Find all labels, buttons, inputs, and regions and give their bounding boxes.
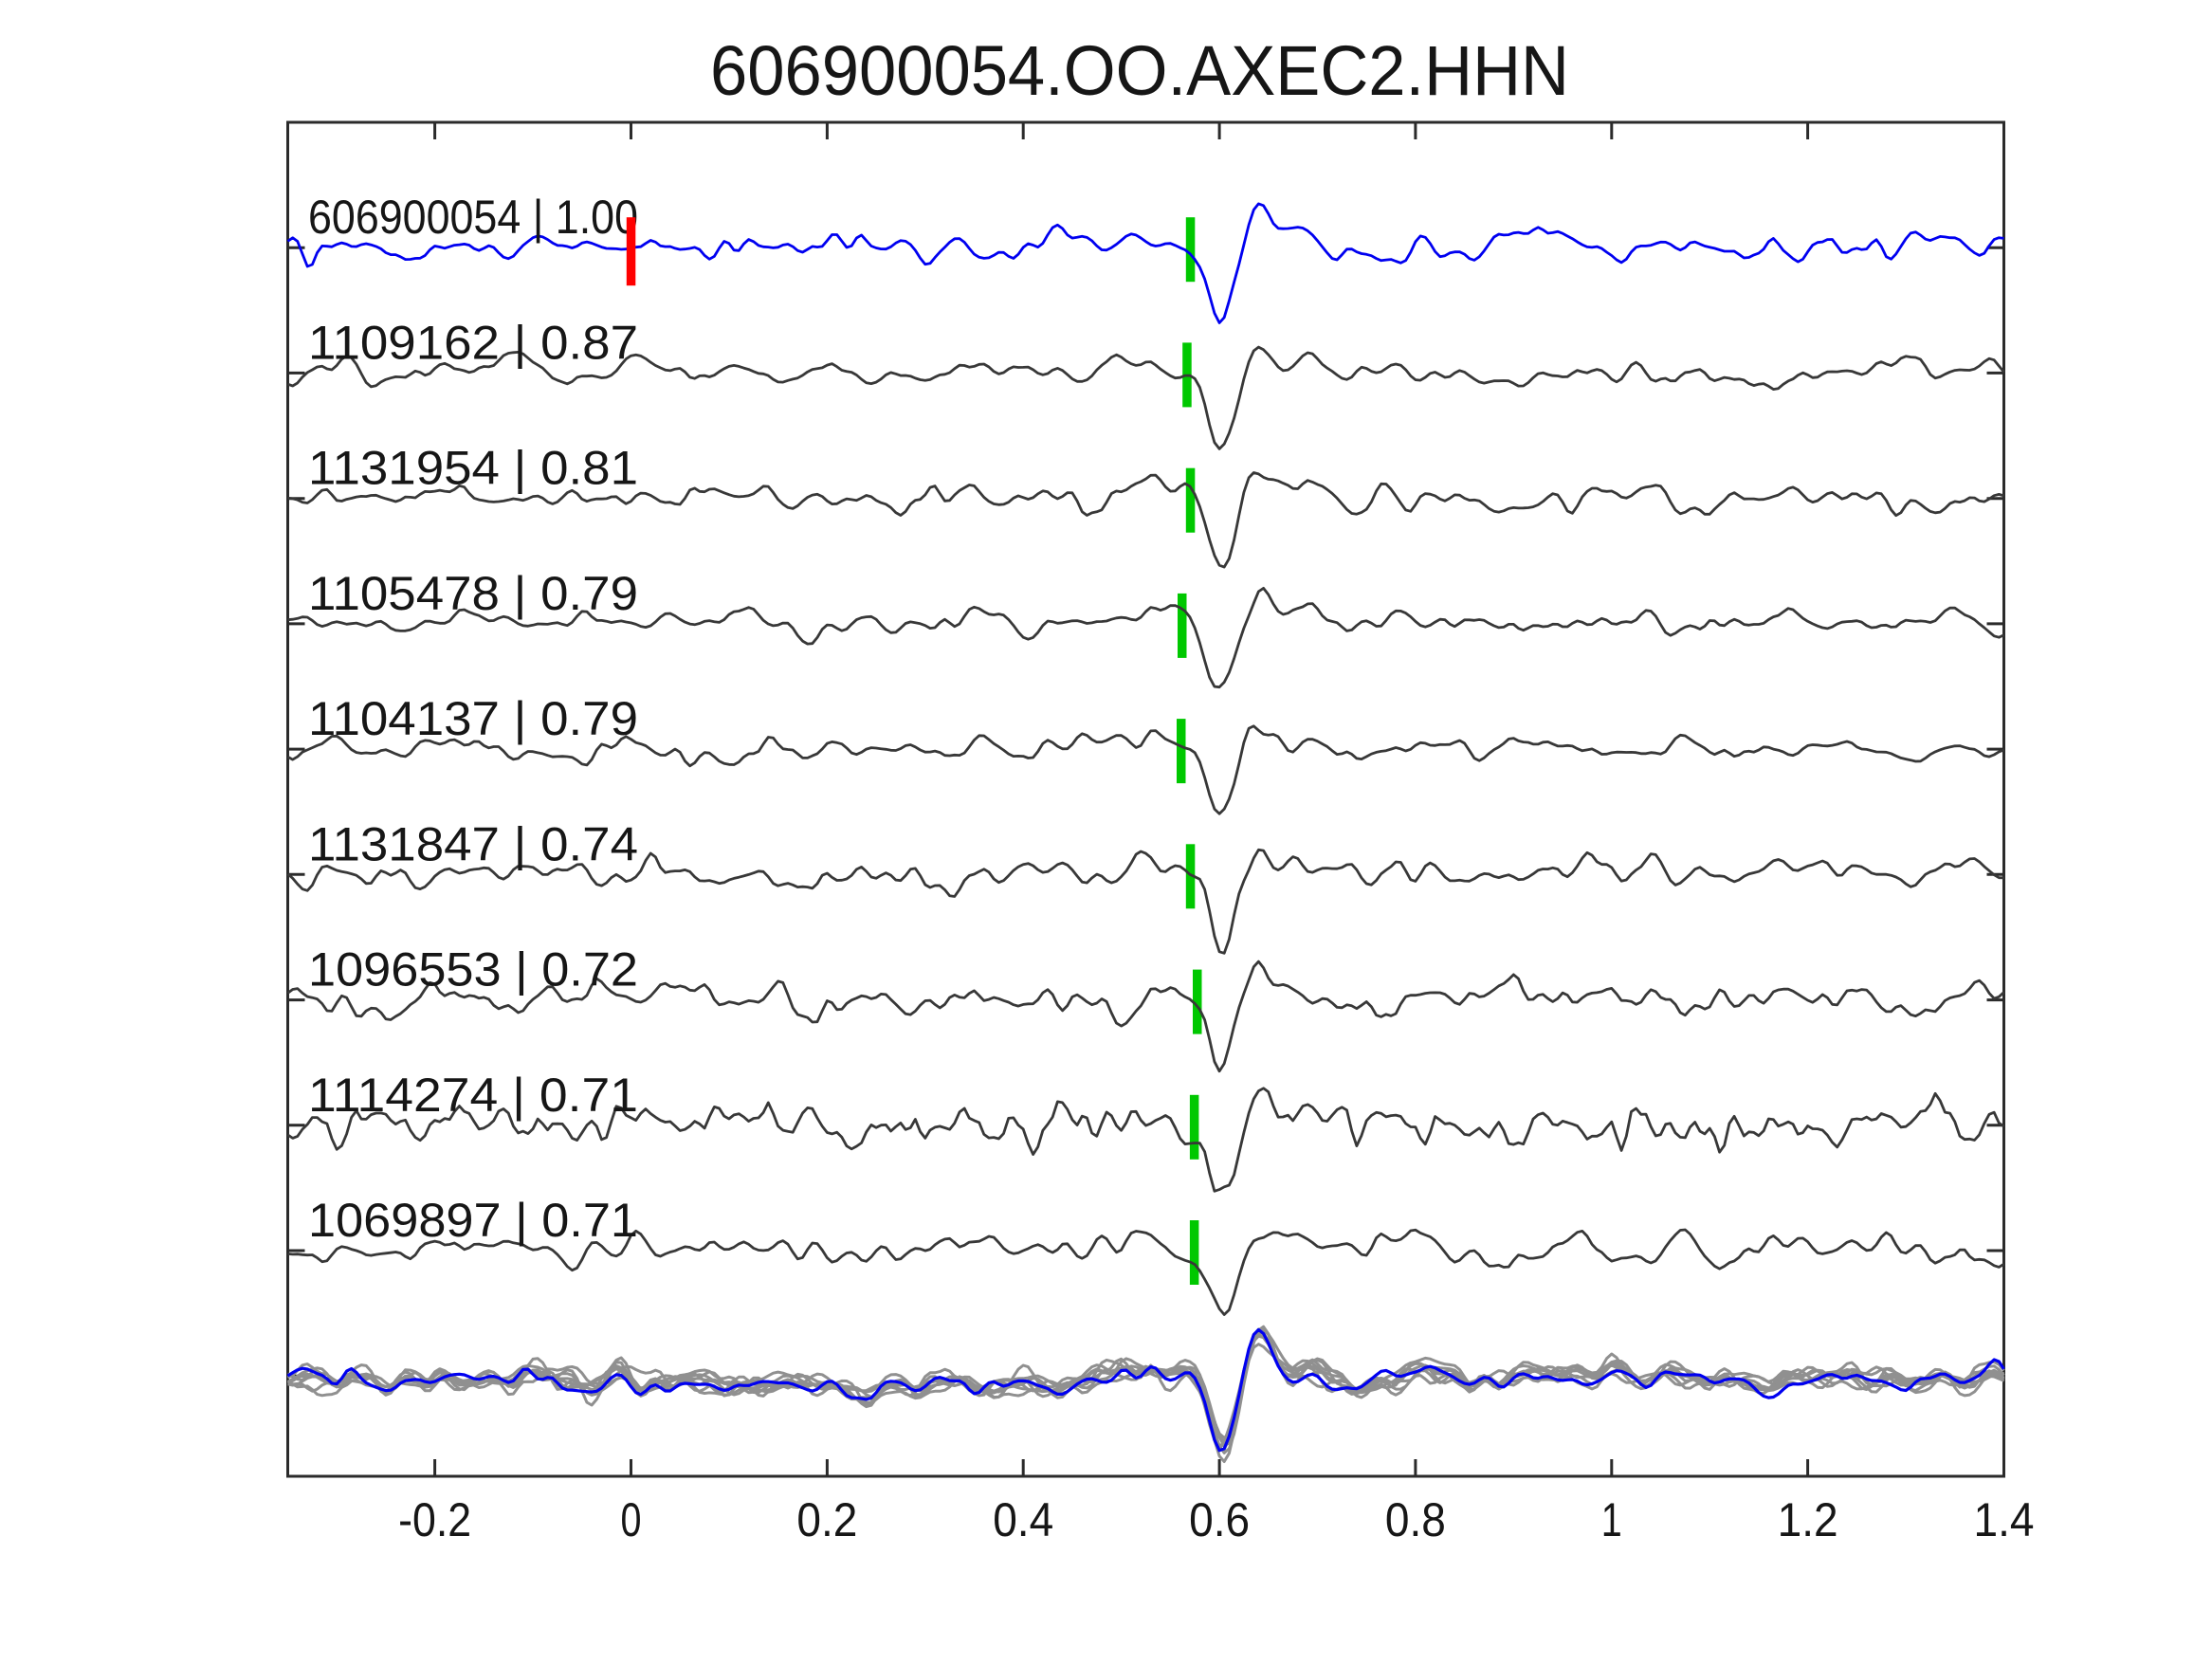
svg-text:1114274 | 0.71: 1114274 | 0.71 bbox=[308, 1069, 638, 1122]
svg-text:1105478 | 0.79: 1105478 | 0.79 bbox=[308, 567, 638, 620]
svg-text:1109162 | 0.87: 1109162 | 0.87 bbox=[308, 316, 638, 369]
svg-text:1131954 | 0.81: 1131954 | 0.81 bbox=[308, 442, 638, 495]
svg-text:0: 0 bbox=[621, 1493, 642, 1546]
svg-text:0.6: 0.6 bbox=[1189, 1493, 1250, 1546]
svg-text:606900054.OO.AXEC2.HHN: 606900054.OO.AXEC2.HHN bbox=[710, 31, 1569, 110]
svg-text:0.4: 0.4 bbox=[993, 1493, 1053, 1546]
svg-text:1.2: 1.2 bbox=[1778, 1493, 1838, 1546]
svg-text:1131847 | 0.74: 1131847 | 0.74 bbox=[308, 817, 638, 870]
svg-text:606900054 | 1.00: 606900054 | 1.00 bbox=[308, 191, 638, 244]
svg-text:0.8: 0.8 bbox=[1385, 1493, 1446, 1546]
svg-text:1096553 | 0.72: 1096553 | 0.72 bbox=[308, 943, 638, 997]
svg-text:1: 1 bbox=[1601, 1493, 1622, 1546]
svg-text:1104137 | 0.79: 1104137 | 0.79 bbox=[308, 692, 638, 745]
svg-text:1069897 | 0.71: 1069897 | 0.71 bbox=[308, 1194, 638, 1247]
svg-text:0.2: 0.2 bbox=[796, 1493, 857, 1546]
svg-text:-0.2: -0.2 bbox=[398, 1493, 471, 1546]
svg-text:1.4: 1.4 bbox=[1974, 1493, 2035, 1546]
